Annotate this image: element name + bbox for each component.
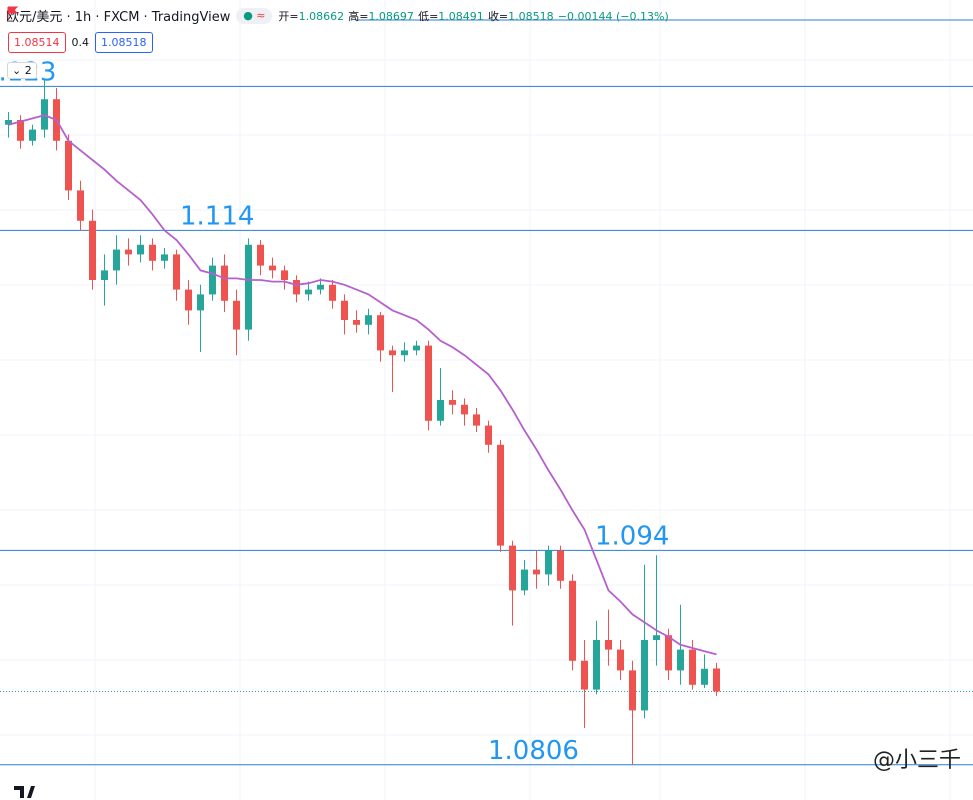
candle-body (221, 265, 228, 301)
candle-body (113, 249, 120, 271)
moving-average (8, 114, 717, 656)
candle-body (509, 545, 516, 591)
candle-body (581, 660, 588, 690)
price-boxes: 1.08514 0.4 1.08518 (8, 32, 153, 53)
candle-body (317, 284, 324, 290)
candle-body (653, 635, 660, 640)
candle-body (425, 345, 432, 421)
badge-count: 2 (24, 64, 32, 77)
candle-body (281, 270, 288, 280)
ohlc-value: 1.08662 (298, 9, 345, 23)
ohlc-values: 开=1.08662 高=1.08697 低=1.08491 收=1.08518 … (278, 8, 668, 24)
candle-body (329, 284, 336, 301)
ohlc-label: 收= (487, 9, 509, 23)
ohlc-label: 高= (348, 9, 369, 23)
level-label: 1.0806 (488, 736, 579, 766)
candle-body (233, 300, 240, 330)
candle-body (461, 404, 468, 415)
ohlc-value: 1.08518 (508, 9, 554, 23)
candle-body (365, 315, 372, 325)
ohlc-label: 低= (418, 9, 439, 23)
candle-body (161, 254, 168, 261)
candle-body (293, 280, 300, 295)
symbol-title: 欧元/美元 · 1h · FXCM · TradingView (6, 10, 231, 25)
ohlc-value: 1.08491 (438, 9, 484, 23)
candle-body (629, 670, 636, 711)
candle-body (269, 265, 276, 271)
candle-body (641, 640, 648, 711)
candle-body (5, 120, 12, 125)
candle-body (197, 294, 204, 311)
candle-body (101, 270, 108, 280)
candle-body (305, 289, 312, 295)
candle-body (473, 414, 480, 426)
legend-bar: 欧元/美元 · 1h · FXCM · TradingView ● ≈ 开=1.… (6, 6, 669, 25)
candle-body (605, 640, 612, 650)
candle-body (257, 244, 264, 266)
candle-body (617, 649, 624, 671)
candle-body (701, 668, 708, 685)
candle-body (389, 350, 396, 356)
candle-body (245, 244, 252, 330)
level-label: 1.114 (180, 201, 254, 231)
bid-box[interactable]: 1.08514 (8, 32, 66, 53)
candle-body (485, 425, 492, 445)
ohlc-label: 开= (278, 9, 299, 23)
candle-body (377, 315, 384, 351)
change: −0.00144 (−0.13%) (557, 9, 669, 23)
candle-body (401, 350, 408, 356)
candle-body (185, 289, 192, 311)
candle-body (449, 400, 456, 405)
candle-body (677, 649, 684, 671)
candle-body (521, 569, 528, 591)
candle-body (569, 580, 576, 661)
candle-body (545, 550, 552, 575)
candle-body (125, 249, 132, 255)
candle-body (413, 345, 420, 351)
level-label: 1.094 (595, 521, 669, 551)
candle-body (689, 649, 696, 685)
candle-body (137, 244, 144, 255)
candle-body (173, 254, 180, 290)
candle-body (209, 265, 216, 295)
ask-box[interactable]: 1.08518 (95, 32, 153, 53)
candle-body (149, 244, 156, 261)
candle-body (593, 640, 600, 690)
ohlc-value: 1.08697 (368, 9, 414, 23)
candle-body (65, 140, 72, 191)
candle-body (89, 220, 96, 280)
status-pill[interactable]: ● ≈ (236, 7, 273, 24)
candle-body (353, 320, 360, 325)
flag-icon[interactable] (6, 6, 20, 20)
candle-body (17, 120, 24, 141)
collapse-badge[interactable]: ⌄ 2 (7, 62, 37, 79)
spread: 0.4 (71, 36, 90, 49)
candle-body (341, 300, 348, 320)
candle-body (29, 129, 36, 141)
candle-body (557, 550, 564, 581)
candle-body (437, 400, 444, 421)
watermark: @小三千 (872, 748, 961, 773)
candle-body (665, 635, 672, 671)
candle-body (497, 444, 504, 546)
candle-body (77, 190, 84, 221)
candle-body (533, 569, 540, 575)
candle-body (713, 668, 720, 692)
tv-logo (14, 786, 35, 798)
